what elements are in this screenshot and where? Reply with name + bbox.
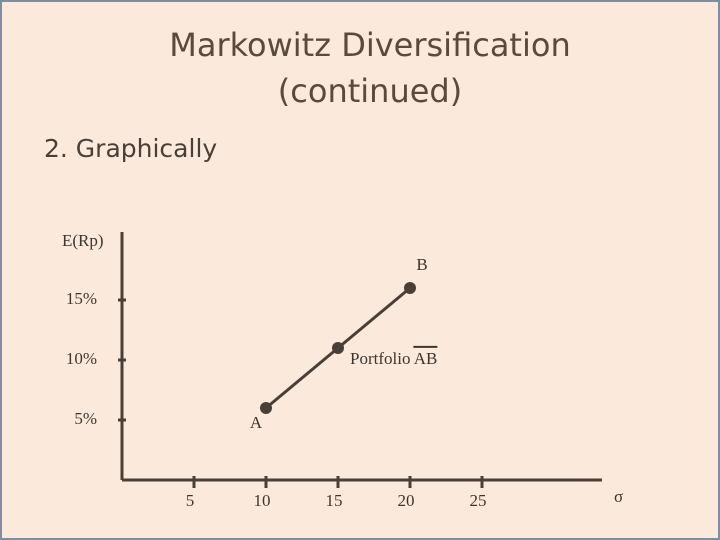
point-label: B (416, 255, 427, 274)
point-label: Portfolio AB (350, 349, 437, 368)
slide-subtitle: 2. Graphically (44, 134, 218, 163)
x-tick-label: 25 (470, 491, 487, 510)
x-tick-label: 10 (254, 491, 271, 510)
x-tick-label: 5 (186, 491, 195, 510)
data-point (404, 282, 416, 294)
x-axis-label: σ (614, 487, 623, 506)
data-point (260, 402, 272, 414)
x-tick-label: 15 (326, 491, 343, 510)
y-tick-label: 5% (74, 409, 97, 428)
slide-title: Markowitz Diversification (continued) (169, 26, 571, 110)
point-label: A (250, 413, 263, 432)
y-axis-label: E(Rp) (62, 231, 104, 250)
y-tick-label: 15% (66, 289, 97, 308)
x-tick-label: 20 (398, 491, 415, 510)
y-tick-label: 10% (66, 349, 97, 368)
data-point (332, 342, 344, 354)
